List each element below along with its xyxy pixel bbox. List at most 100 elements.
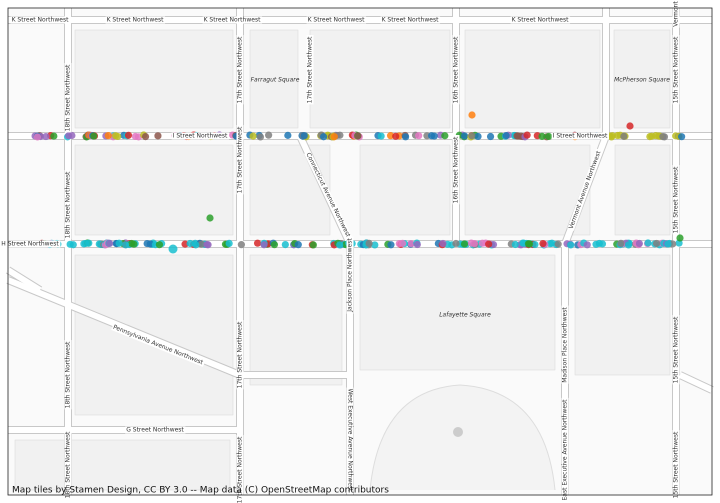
point	[68, 131, 76, 140]
label-background	[306, 35, 314, 105]
street-label: Lafayette Square	[439, 312, 491, 319]
street-label: 17th Street Northwest	[237, 436, 244, 503]
point	[470, 239, 479, 248]
point	[635, 239, 644, 248]
label-background	[561, 397, 569, 502]
point	[106, 239, 114, 248]
street-label: 16th Street Northwest	[453, 36, 460, 103]
point	[514, 132, 522, 140]
point	[186, 239, 194, 248]
label-background	[672, 35, 680, 105]
point	[377, 132, 385, 140]
point	[365, 239, 373, 248]
attribution: Map tiles by Stamen Design, CC BY 3.0 --…	[12, 486, 389, 496]
street-label: 17th Street Northwest	[237, 36, 244, 103]
point	[206, 214, 214, 222]
label-background	[171, 132, 229, 140]
point	[486, 132, 495, 141]
point	[281, 240, 289, 249]
point	[407, 240, 415, 248]
point	[644, 239, 652, 247]
point	[413, 240, 421, 249]
point	[525, 240, 534, 248]
point	[620, 132, 628, 140]
street-label: I Street Northwest	[553, 133, 608, 140]
map-frame	[7, 7, 713, 496]
label-background	[64, 340, 72, 410]
street-label: 15th Street Northwest	[673, 166, 680, 233]
point	[90, 132, 98, 140]
label-background	[236, 435, 244, 503]
label-background	[672, 315, 680, 385]
point	[309, 241, 317, 249]
point	[617, 239, 625, 247]
point	[336, 241, 344, 249]
labels: K Street Northwest K Street Northwest K St…	[0, 0, 680, 503]
point	[392, 132, 400, 140]
point	[474, 132, 482, 141]
street-label: H Street Northwest	[1, 241, 59, 248]
street-label: 17th Street Northwest	[237, 126, 244, 193]
point	[598, 240, 607, 248]
label-background	[236, 320, 244, 390]
point	[192, 241, 200, 249]
label-background	[64, 63, 72, 133]
blocks	[14, 29, 671, 491]
street-label: McPherson Square	[614, 77, 670, 84]
point	[300, 132, 308, 140]
point	[121, 241, 130, 249]
point	[371, 241, 379, 249]
point	[648, 132, 656, 140]
point	[111, 132, 120, 140]
point	[608, 132, 616, 140]
label-background	[672, 0, 680, 28]
point	[50, 132, 58, 140]
point	[626, 122, 634, 130]
label-background	[236, 35, 244, 105]
point	[354, 132, 362, 140]
road	[6, 267, 42, 293]
point	[253, 239, 262, 247]
label-background	[306, 16, 367, 24]
point	[330, 133, 338, 141]
point	[502, 132, 510, 140]
label-background	[64, 170, 72, 240]
label-background	[672, 165, 680, 235]
point	[168, 244, 178, 254]
point	[225, 239, 233, 248]
street-label: 18th Street Northwest	[65, 341, 72, 408]
label-background	[125, 426, 186, 434]
point	[659, 132, 667, 141]
point	[439, 239, 447, 248]
label-background	[346, 387, 354, 494]
point	[320, 133, 328, 141]
point	[624, 241, 633, 249]
point	[441, 132, 449, 140]
street-label: 17th Street Northwest	[307, 36, 314, 103]
point	[460, 240, 469, 248]
point	[85, 239, 93, 247]
street-label: Farragut Square	[251, 77, 300, 84]
street-label: 18th Street Northwest	[65, 64, 72, 131]
label-background	[304, 150, 353, 240]
point	[270, 241, 279, 249]
label-background	[105, 16, 166, 24]
point	[676, 234, 684, 242]
point	[204, 241, 212, 249]
street-label: Madison Place Northwest	[562, 307, 569, 383]
street-label: K Street Northwest	[382, 17, 439, 24]
point	[155, 241, 164, 249]
street-label: K Street Northwest	[204, 17, 261, 24]
point	[511, 240, 519, 249]
point	[583, 241, 591, 249]
label-background	[202, 16, 263, 24]
point	[128, 239, 136, 248]
street-label: K Street Northwest	[12, 17, 69, 24]
point	[141, 132, 150, 141]
point	[523, 131, 531, 139]
point	[538, 132, 546, 140]
point	[69, 241, 77, 249]
label-background	[452, 35, 460, 105]
point	[531, 240, 539, 249]
street-label: Vermont	[673, 1, 680, 27]
